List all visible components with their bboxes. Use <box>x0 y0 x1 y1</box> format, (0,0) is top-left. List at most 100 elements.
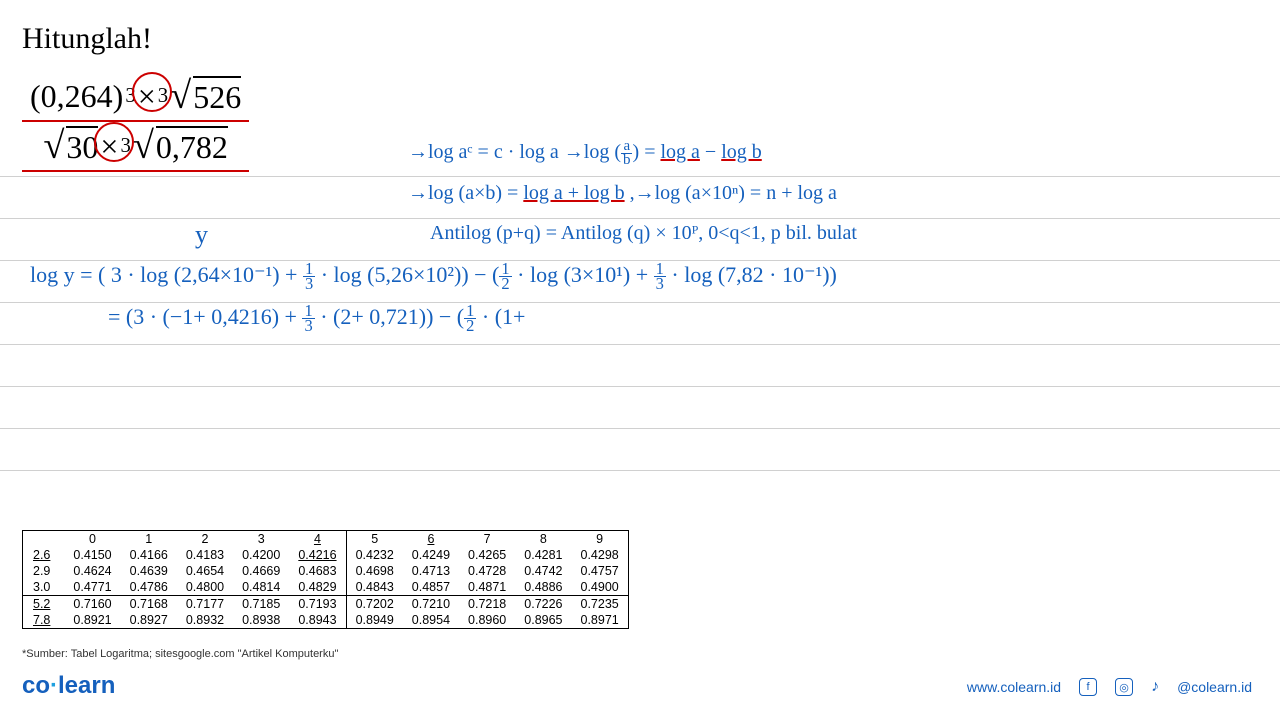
source-caption: *Sumber: Tabel Logaritma; sitesgoogle.co… <box>22 648 338 660</box>
times-icon: × <box>100 128 118 165</box>
table-cell: 0.4639 <box>121 563 177 579</box>
table-cell: 0.8971 <box>572 612 629 629</box>
radicand: 526 <box>193 76 241 116</box>
table-body: 2.60.41500.41660.41830.42000.42160.42320… <box>23 547 629 629</box>
table-cell: 0.4200 <box>233 547 289 563</box>
table-cell: 0.4886 <box>515 579 571 596</box>
table-header-row: 0123456789 <box>23 531 629 548</box>
footer-right: www.colearn.id f ◎ ♪ @colearn.id <box>967 678 1252 696</box>
table-row-header: 2.6 <box>23 547 65 563</box>
fraction-denominator: √30 × 3√0,782 <box>22 122 249 172</box>
table-cell: 0.8943 <box>289 612 346 629</box>
table-cell: 0.4757 <box>572 563 629 579</box>
table-cell: 0.4216 <box>289 547 346 563</box>
table-col-header: 8 <box>515 531 571 548</box>
table-col-header: 9 <box>572 531 629 548</box>
table-cell: 0.7202 <box>346 596 403 613</box>
table-cell: 0.4698 <box>346 563 403 579</box>
num-base: (0,264) <box>30 78 123 115</box>
main-fraction: (0,264)3 × 3√526 √30 × 3√0,782 <box>22 72 402 172</box>
logarithm-table: 0123456789 2.60.41500.41660.41830.42000.… <box>22 530 629 629</box>
table-row-header: 5.2 <box>23 596 65 613</box>
table-cell: 0.4265 <box>459 547 515 563</box>
table-col-header: 1 <box>121 531 177 548</box>
table-cell: 0.4624 <box>64 563 120 579</box>
table-cell: 0.4298 <box>572 547 629 563</box>
table-cell: 0.4900 <box>572 579 629 596</box>
table-cell: 0.7235 <box>572 596 629 613</box>
table-cell: 0.4183 <box>177 547 233 563</box>
table-cell: 0.4249 <box>403 547 459 563</box>
table-row: 2.60.41500.41660.41830.42000.42160.42320… <box>23 547 629 563</box>
table-cell: 0.7218 <box>459 596 515 613</box>
table-cell: 0.4232 <box>346 547 403 563</box>
work-line-1: log y = ( 3 · log (2,64×10⁻¹) + 13 · log… <box>30 262 837 291</box>
work-line-2: = (3 · (−1+ 0,4216) + 13 · (2+ 0,721)) −… <box>108 304 525 333</box>
table-cell: 0.7168 <box>121 596 177 613</box>
table-row: 5.20.71600.71680.71770.71850.71930.72020… <box>23 596 629 613</box>
table-cell: 0.8932 <box>177 612 233 629</box>
table-col-header: 0 <box>64 531 120 548</box>
table-cell: 0.7185 <box>233 596 289 613</box>
table-cell: 0.4713 <box>403 563 459 579</box>
table-cell: 0.4150 <box>64 547 120 563</box>
table-col-header: 7 <box>459 531 515 548</box>
table-col-header: 4 <box>289 531 346 548</box>
table-cell: 0.4771 <box>64 579 120 596</box>
table-row: 7.80.89210.89270.89320.89380.89430.89490… <box>23 612 629 629</box>
radical-icon: √ <box>133 133 154 160</box>
log-rule-2: →log (a×b) = log a + log b ,→log (a×10ⁿ)… <box>408 182 837 205</box>
table-col-header: 2 <box>177 531 233 548</box>
table-cell: 0.8954 <box>403 612 459 629</box>
page-title: Hitunglah! <box>22 22 152 56</box>
facebook-icon[interactable]: f <box>1079 678 1097 696</box>
table-cell: 0.8927 <box>121 612 177 629</box>
fraction-numerator: (0,264)3 × 3√526 <box>22 72 249 122</box>
table-cell: 0.4786 <box>121 579 177 596</box>
table-row-header: 3.0 <box>23 579 65 596</box>
y-variable-label: y <box>195 220 208 250</box>
radical-icon: √ <box>43 133 64 160</box>
table-row: 3.00.47710.47860.48000.48140.48290.48430… <box>23 579 629 596</box>
table-cell: 0.4281 <box>515 547 571 563</box>
table-col-header: 3 <box>233 531 289 548</box>
table-cell: 0.7193 <box>289 596 346 613</box>
brand-logo: co·learn <box>22 672 115 700</box>
table-col-header: 5 <box>346 531 403 548</box>
table-cell: 0.8949 <box>346 612 403 629</box>
table-cell: 0.8965 <box>515 612 571 629</box>
table-cell: 0.8960 <box>459 612 515 629</box>
table-cell: 0.4800 <box>177 579 233 596</box>
times-icon: × <box>138 78 156 115</box>
table-cell: 0.7210 <box>403 596 459 613</box>
table-cell: 0.4654 <box>177 563 233 579</box>
table-row: 2.90.46240.46390.46540.46690.46830.46980… <box>23 563 629 579</box>
table-row-header: 2.9 <box>23 563 65 579</box>
table-cell: 0.4814 <box>233 579 289 596</box>
den-radicand-2: 0,782 <box>156 126 228 166</box>
table-cell: 0.8921 <box>64 612 120 629</box>
log-rule-1: →log aᶜ = c · log a →log (ab) = log a − … <box>408 140 762 167</box>
table-col-header: 6 <box>403 531 459 548</box>
table-cell: 0.7160 <box>64 596 120 613</box>
table-cell: 0.4683 <box>289 563 346 579</box>
tiktok-icon[interactable]: ♪ <box>1151 678 1159 696</box>
instagram-icon[interactable]: ◎ <box>1115 678 1133 696</box>
table-cell: 0.7226 <box>515 596 571 613</box>
footer-url[interactable]: www.colearn.id <box>967 679 1061 695</box>
radical-icon: √ <box>170 83 191 110</box>
footer-handle[interactable]: @colearn.id <box>1177 679 1252 695</box>
table-cell: 0.4829 <box>289 579 346 596</box>
table-cell: 0.4669 <box>233 563 289 579</box>
table-cell: 0.4166 <box>121 547 177 563</box>
table-cell: 0.4742 <box>515 563 571 579</box>
table-cell: 0.4728 <box>459 563 515 579</box>
table-cell: 0.4843 <box>346 579 403 596</box>
table-cell: 0.4857 <box>403 579 459 596</box>
table-row-header: 7.8 <box>23 612 65 629</box>
antilog-rule: Antilog (p+q) = Antilog (q) × 10ᴾ, 0<q<1… <box>430 222 857 245</box>
table-cell: 0.8938 <box>233 612 289 629</box>
table-cell: 0.7177 <box>177 596 233 613</box>
table-col-header <box>23 531 65 548</box>
table-cell: 0.4871 <box>459 579 515 596</box>
